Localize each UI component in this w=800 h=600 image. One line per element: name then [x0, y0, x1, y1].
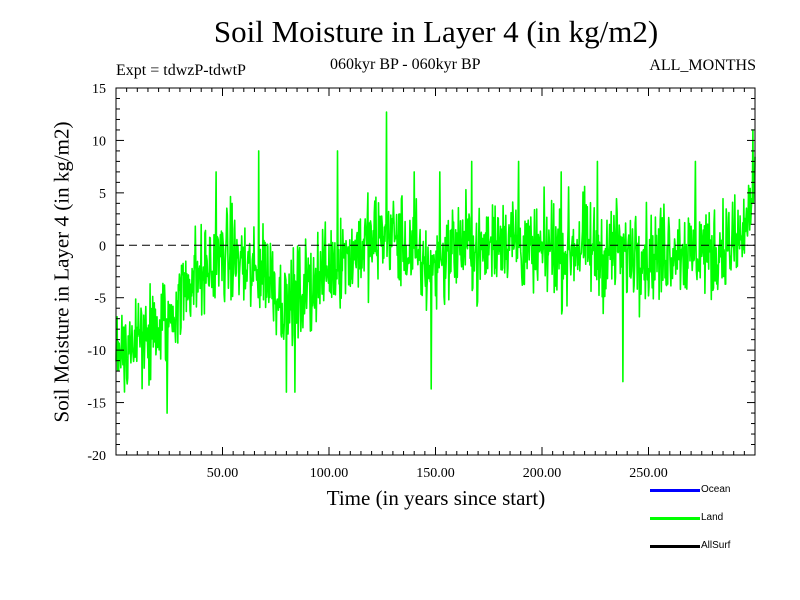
- period-label: 060kyr BP - 060kyr BP: [330, 56, 481, 73]
- y-tick-label: 0: [99, 239, 106, 254]
- y-tick-label: -15: [87, 397, 106, 412]
- y-tick-label: 15: [92, 82, 106, 97]
- series-layer: [115, 111, 756, 414]
- chart-title: Soil Moisture in Layer 4 (in kg/m2): [213, 14, 659, 49]
- legend-label-ocean: Ocean: [701, 484, 731, 495]
- y-tick-label: -10: [87, 344, 106, 359]
- x-tick-label: 50.00: [207, 466, 239, 481]
- y-tick-label: -20: [87, 449, 106, 464]
- legend-swatch-land: [650, 517, 700, 520]
- legend-swatch-ocean: [650, 489, 700, 492]
- y-tick-label: -5: [94, 292, 106, 307]
- experiment-label: Expt = tdwzP-tdwtP: [116, 62, 246, 79]
- x-tick-label: 250.00: [629, 466, 668, 481]
- tick-labels: 50.00 100.00 150.00 200.00 250.00 -20 -15 -10 -5…: [87, 82, 667, 481]
- y-tick-label: 5: [99, 187, 106, 202]
- y-tick-label: 10: [92, 134, 106, 149]
- legend-label-land: Land: [701, 512, 724, 523]
- x-tick-label: 200.00: [523, 466, 562, 481]
- legend-label-allsurf: AllSurf: [701, 540, 731, 551]
- x-tick-label: 150.00: [416, 466, 455, 481]
- x-tick-label: 100.00: [310, 466, 349, 481]
- series-line-land: [115, 111, 756, 414]
- x-axis-label: Time (in years since start): [326, 486, 546, 510]
- legend-swatch-allsurf: [650, 545, 700, 548]
- axis-ticks: [116, 88, 755, 455]
- months-label: ALL_MONTHS: [649, 57, 756, 74]
